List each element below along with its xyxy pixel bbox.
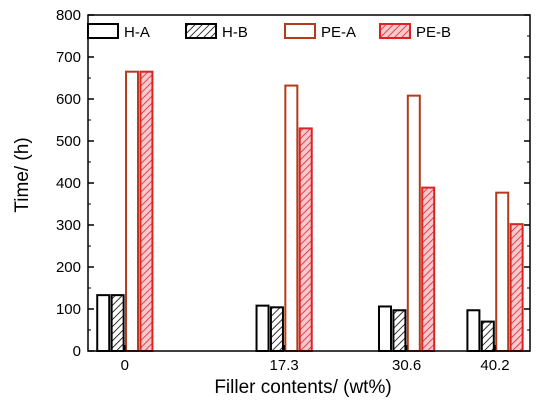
bar-pe-b-0: [139, 70, 154, 352]
bar-h-a-0: [96, 294, 111, 353]
y-tick-label: 700: [56, 49, 81, 66]
bar-pe-a-17.3: [284, 84, 299, 352]
y-tick-label: 200: [56, 259, 81, 276]
x-tick-label: 17.3: [270, 357, 299, 374]
legend: H-A H-B PE-A PE-B: [87, 23, 451, 41]
x-axis-label: Filler contents/ (wt%): [214, 377, 391, 398]
bars-layer: [96, 70, 524, 353]
bar-h-a-40.2: [466, 309, 481, 353]
bar-h-a-17.3: [255, 304, 270, 353]
y-axis-label: Time/ (h): [12, 137, 33, 212]
legend-swatch-h-b: [185, 23, 217, 39]
bar-pe-a-0: [125, 70, 140, 352]
y-tick-label: 600: [56, 91, 81, 108]
y-tick-label: 300: [56, 217, 81, 234]
legend-swatch-pe-a: [284, 23, 316, 39]
x-tick-label: 40.2: [480, 357, 509, 374]
bar-pe-a-30.6: [406, 94, 421, 352]
bar-pe-b-40.2: [509, 223, 524, 352]
bar-h-b-0: [110, 294, 125, 353]
x-tick-label: 30.6: [392, 357, 421, 374]
bar-pe-b-30.6: [421, 186, 436, 352]
legend-label-h-b: H-B: [222, 24, 248, 41]
bar-h-b-40.2: [480, 320, 495, 353]
bar-pe-b-17.3: [298, 127, 313, 352]
legend-label-pe-b: PE-B: [416, 24, 451, 41]
legend-label-pe-a: PE-A: [321, 24, 356, 41]
x-tick-label: 0: [121, 357, 129, 374]
legend-label-h-a: H-A: [124, 24, 150, 41]
legend-swatch-h-a: [87, 23, 119, 39]
y-tick-label: 800: [56, 7, 81, 24]
y-tick-label: 0: [73, 343, 81, 360]
bar-h-a-30.6: [378, 305, 393, 353]
y-tick-label: 500: [56, 133, 81, 150]
bar-h-b-30.6: [392, 309, 407, 353]
bar-pe-a-40.2: [495, 191, 510, 352]
axes-layer: 0 100 200 300 400 500 600 700 800 0 17.3 30.6 40.2: [56, 7, 531, 374]
y-tick-label: 400: [56, 175, 81, 192]
legend-swatch-pe-b: [379, 23, 411, 39]
bar-h-b-17.3: [269, 306, 284, 353]
y-tick-label: 100: [56, 301, 81, 318]
